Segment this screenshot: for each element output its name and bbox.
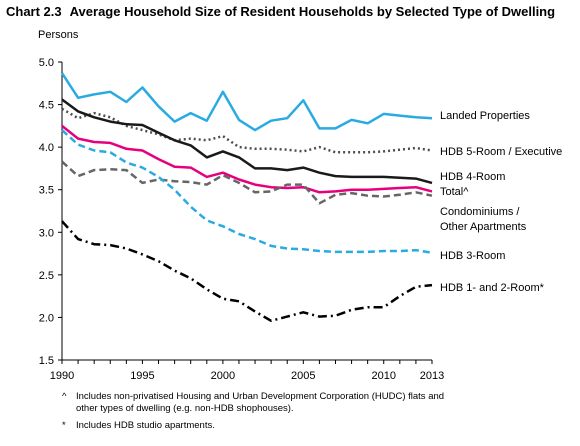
line-chart: 1.5 2.0 2.5 3.0 3.5 4.0 4.5 5.0 1990 1995 2000 2005… xyxy=(39,57,563,382)
series-label: HDB 4-Room xyxy=(440,171,505,183)
footnote-text: Includes non-privatised Housing and Urba… xyxy=(76,391,445,414)
chart-title: Chart 2.3 Average Household Size of Resid… xyxy=(6,4,555,19)
series-line-condominiums-other-apartments xyxy=(61,160,433,205)
series-label: HDB 3-Room xyxy=(440,250,505,262)
footnotes: ^ Includes non-privatised Housing and Ur… xyxy=(62,391,466,437)
y-tick-label: 3.0 xyxy=(39,227,54,239)
chart-title-text: Average Household Size of Resident House… xyxy=(69,4,556,19)
y-tick-label: 3.5 xyxy=(39,185,54,197)
y-tick-label: 4.5 xyxy=(39,100,54,112)
footnote-hdb-1-2-room: * Includes HDB studio apartments. xyxy=(62,420,466,432)
y-tick-label: 5.0 xyxy=(39,57,54,69)
footnote-mark: * xyxy=(62,420,66,431)
series-line-landed-properties xyxy=(60,72,433,132)
series-label: Total^ xyxy=(440,186,469,198)
x-tick-label: 2000 xyxy=(211,370,235,382)
footnote-total: ^ Includes non-privatised Housing and Ur… xyxy=(62,391,466,415)
y-axis-unit-label: Persons xyxy=(38,29,79,41)
x-tick-label: 2010 xyxy=(371,370,395,382)
series-label: Other Apartments xyxy=(440,221,527,233)
footnote-text: Includes HDB studio apartments. xyxy=(76,420,215,431)
y-tick-label: 4.0 xyxy=(39,142,54,154)
y-tick-label: 2.0 xyxy=(39,312,54,324)
series-line-hdb-1-and-2-room xyxy=(61,220,433,323)
footnote-mark: ^ xyxy=(62,391,67,402)
chart-number: Chart 2.3 xyxy=(6,4,62,19)
x-tick-label: 1990 xyxy=(50,370,74,382)
series-label: HDB 1- and 2-Room* xyxy=(440,282,545,294)
series-label: Landed Properties xyxy=(440,110,530,122)
series-label: Condominiums / xyxy=(440,206,520,218)
series-label: HDB 5-Room / Executive xyxy=(440,146,562,158)
x-tick-label: 2005 xyxy=(291,370,315,382)
series-line-hdb-4-room xyxy=(61,98,433,185)
x-tick-label: 2013 xyxy=(420,370,444,382)
x-tick-label: 1995 xyxy=(130,370,154,382)
series-line-total xyxy=(61,124,433,194)
y-tick-label: 2.5 xyxy=(39,270,54,282)
y-tick-label: 1.5 xyxy=(39,355,54,367)
series-line-hdb-3-room xyxy=(61,129,433,254)
